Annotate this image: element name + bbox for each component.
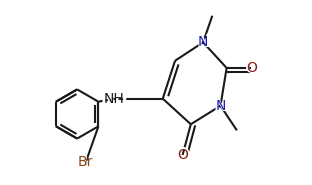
Text: NH: NH xyxy=(100,90,128,108)
Text: O: O xyxy=(177,148,188,162)
Text: N: N xyxy=(196,33,210,51)
Text: N: N xyxy=(213,97,227,115)
Text: NH: NH xyxy=(104,92,124,106)
Text: Br: Br xyxy=(75,153,96,171)
Text: O: O xyxy=(246,61,257,75)
Text: O: O xyxy=(175,146,190,164)
Text: N: N xyxy=(198,35,208,49)
Text: Br: Br xyxy=(78,155,94,169)
Text: O: O xyxy=(244,59,258,77)
Text: N: N xyxy=(215,99,226,113)
